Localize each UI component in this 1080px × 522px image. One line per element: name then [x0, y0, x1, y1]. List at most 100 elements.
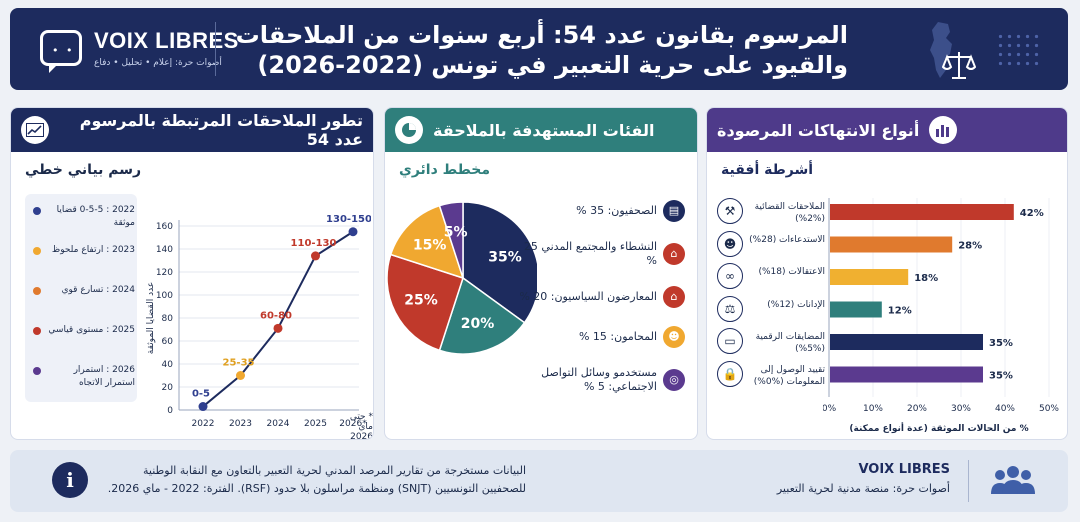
x-axis-label: % من الحالات الموثقة (عدة أنواع ممكنة) [849, 422, 1028, 434]
handcuffs-icon: ∞ [717, 263, 743, 289]
data-point [273, 323, 283, 333]
pie-slice [438, 276, 526, 355]
bar-value-label: 35% [989, 338, 1013, 349]
data-point [311, 251, 320, 261]
x-tick-label: 2023 [229, 419, 252, 429]
pie-chart-subtitle: مخطط دائري [399, 162, 491, 178]
footer-source-line-1: البيانات مستخرجة من تقارير المرصد المدني… [142, 464, 526, 477]
y-tick-label: 0 [167, 406, 173, 416]
bar-chart-panel: أنواع الانتهاكات المرصودة أشرطة أفقية ⚒ ا… [706, 107, 1068, 440]
line-chart-panel: تطور الملاحقات المرتبطة بالمرسوم عدد 54 … [10, 107, 374, 440]
line-chart-panel-title: تطور الملاحقات المرتبطة بالمرسوم عدد 54 [79, 111, 363, 149]
legend-item: 2022 : 0-5-5 قضايا موثقة [33, 204, 135, 230]
chat-logo-icon: • • [40, 30, 82, 73]
footer-divider [968, 460, 969, 502]
trend-chart-icon [21, 116, 49, 144]
pie-slice [387, 253, 464, 352]
x-tick-label: 20% [907, 404, 927, 414]
line-chart-footnote: * حتى ماي 2026 [349, 412, 373, 440]
bar-chart-subtitle: أشرطة أفقية [721, 162, 814, 178]
pie-chart-icon [395, 116, 423, 144]
legend-item: 2024 : تسارع قوي [33, 284, 135, 297]
legend-dot [33, 207, 41, 215]
category-label: الصحفيون: 35 % [576, 204, 657, 217]
y-tick-label: 20 [162, 383, 174, 393]
data-label: 0-5 [192, 389, 210, 400]
pie-slice-label: 20% [461, 316, 495, 332]
category-label: المعارضون السياسيون: 20 % [519, 290, 657, 303]
pie-chart-panel: الفئات المستهدفة بالملاحقة مخطط دائري 35… [384, 107, 698, 440]
footer-brand-tagline: أصوات حرة: منصة مدنية لحرية التعبير [776, 482, 950, 495]
line-chart-panel-header: تطور الملاحقات المرتبطة بالمرسوم عدد 54 [11, 108, 373, 152]
legend-item: 2026 : استمرار استمرار الاتجاه [33, 364, 135, 390]
legend-label: 2026 : استمرار استمرار الاتجاه [73, 365, 135, 388]
bar-value-label: 42% [1020, 208, 1044, 219]
lawyers-icon: ☻ [663, 326, 685, 348]
category-item: ▤ الصحفيون: 35 % [515, 200, 685, 222]
bar-category-label: الاعتقالات (18%) [758, 267, 825, 277]
pie-slice [438, 201, 464, 279]
tunisia-map-icon [930, 22, 952, 78]
y-tick-label: 160 [156, 222, 173, 232]
x-tick-label: 2022 [192, 419, 215, 429]
category-item: ◎ مستخدمو وسائل التواصل الاجتماعي: 5 % [515, 366, 685, 394]
bar-chart-icon [929, 116, 958, 144]
y-tick-label: 60 [162, 337, 174, 347]
newspaper-icon: ▤ [663, 200, 685, 222]
bar-category-label: المضايقات الرقمية (%5%) [755, 332, 825, 354]
y-tick-label: 80 [162, 314, 174, 324]
y-tick-label: 100 [156, 291, 173, 301]
data-label: 110-130 [291, 238, 337, 249]
line-chart-subtitle: رسم بياني خطي [25, 162, 142, 178]
footer-source-text: البيانات مستخرجة من تقارير المرصد المدني… [106, 462, 526, 498]
institution-icon: ⌂ [663, 243, 685, 265]
y-tick-label: 120 [156, 268, 173, 278]
bar-value-label: 35% [989, 371, 1013, 382]
bar-value-label: 12% [888, 306, 912, 317]
monitor-icon: ▭ [717, 328, 743, 354]
legend-label: 2022 : 0-5-5 قضايا موثقة [56, 205, 135, 228]
data-label: 25-35 [223, 358, 255, 369]
title-line-1: المرسوم بقانون عدد 54: أربع سنوات من الم… [235, 21, 848, 49]
people-group-icon [991, 466, 1035, 494]
pie-slice [462, 201, 537, 324]
brand-tagline: أصوات حرة: إعلام • تحليل • دفاع [94, 58, 222, 68]
bar [830, 366, 983, 383]
legend-label: 2023 : ارتفاع ملحوظ [51, 245, 135, 255]
header-divider [215, 22, 216, 76]
y-tick-label: 140 [156, 245, 173, 255]
decorative-dot-grid [996, 32, 1040, 68]
bar-value-label: 18% [914, 273, 938, 284]
bar [830, 204, 1014, 220]
x-tick-label: 2024 [267, 419, 290, 429]
x-tick-label: 2026* [339, 419, 367, 429]
legend-item: 2025 : مستوى قياسي [33, 324, 135, 337]
category-label: النشطاء والمجتمع المدني 25 % [523, 240, 657, 267]
line-chart: 0 20 40 60 80 100 120 140 160 عدد القضايا الموثقة… [146, 214, 371, 429]
scale-icon: ⚖ [717, 295, 743, 322]
legend-item: 2023 : ارتفاع ملحوظ [33, 244, 135, 257]
data-point [348, 227, 358, 237]
bar [830, 236, 953, 253]
bar-category-label: الاستدعاءات (28%) [749, 234, 825, 245]
bar-category-label: الملاحقات القضائية (%2%) [754, 202, 825, 224]
data-point [198, 402, 208, 412]
header-banner: • • VOIX LIBRES أصوات حرة: إعلام • تحليل… [10, 8, 1068, 90]
x-tick-label: 2025 [304, 419, 327, 429]
legend-dot [33, 367, 41, 375]
category-item: ⌂ المعارضون السياسيون: 20 % [515, 286, 685, 308]
bar-category-label: تقييد الوصول إلى المعلومات (%0%) [753, 364, 825, 387]
group-icon: ☻ [717, 230, 743, 257]
category-item: ☻ المحامون: 15 % [515, 326, 685, 348]
footer: i البيانات مستخرجة من تقارير المرصد المد… [10, 450, 1068, 512]
y-tick-label: 40 [162, 360, 174, 370]
category-item: ⌂ النشطاء والمجتمع المدني 25 % [515, 240, 685, 268]
bar-chart-panel-header: أنواع الانتهاكات المرصودة [707, 108, 1067, 152]
x-tick-label: 40% [995, 404, 1015, 414]
x-tick-label: 50% [1039, 404, 1059, 414]
footer-brand: VOIX LIBRES [858, 462, 950, 477]
globe-icon: ◎ [663, 369, 685, 391]
brand-name: VOIX LIBRES [94, 28, 239, 53]
pie-slice-label: 5% [444, 224, 468, 240]
x-tick-label: 0% [823, 404, 837, 414]
